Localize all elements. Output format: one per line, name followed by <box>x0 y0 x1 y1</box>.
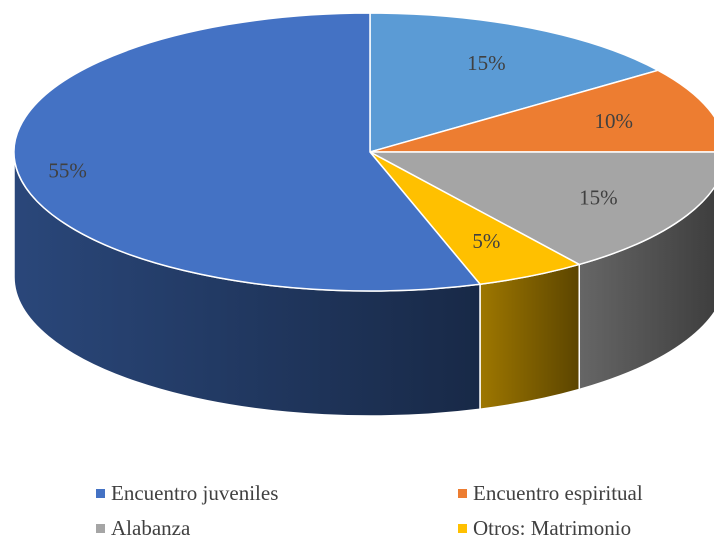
pie-data-label: 10% <box>595 109 634 133</box>
legend-item: Otros: Matrimonio <box>458 516 631 541</box>
legend-item: Encuentro espiritual <box>458 481 643 506</box>
pie-slice <box>369 151 714 266</box>
pie-slice <box>13 12 482 292</box>
pie-data-label: 5% <box>472 229 500 253</box>
legend-label: Otros: Matrimonio <box>473 516 632 540</box>
legend-swatch <box>458 524 467 533</box>
legend-item: Alabanza <box>96 516 190 541</box>
pie-data-labels: 15% 10% 15% 5% 55% <box>48 51 633 253</box>
legend-label: Encuentro espiritual <box>473 481 643 505</box>
pie-chart: 15% 10% 15% 5% 55% <box>13 12 714 417</box>
legend-swatch <box>96 524 105 533</box>
pie-slice <box>369 12 660 153</box>
pie-side-walls <box>13 151 714 417</box>
legend-item: Encuentro juveniles <box>96 481 278 506</box>
legend-label: Encuentro juveniles <box>111 481 279 505</box>
legend-swatch <box>458 489 467 498</box>
pie-data-label: 15% <box>579 185 618 209</box>
legend-label: Alabanza <box>111 516 191 540</box>
legend-swatch <box>96 489 105 498</box>
pie-data-label: 55% <box>48 159 87 183</box>
chart-legend: Encuentro juveniles Encuentro espiritual A… <box>0 478 714 546</box>
pie-slices <box>13 12 714 292</box>
pie-data-label: 15% <box>467 51 506 75</box>
pie-side-wall <box>479 263 581 411</box>
pie-slice <box>369 69 714 153</box>
